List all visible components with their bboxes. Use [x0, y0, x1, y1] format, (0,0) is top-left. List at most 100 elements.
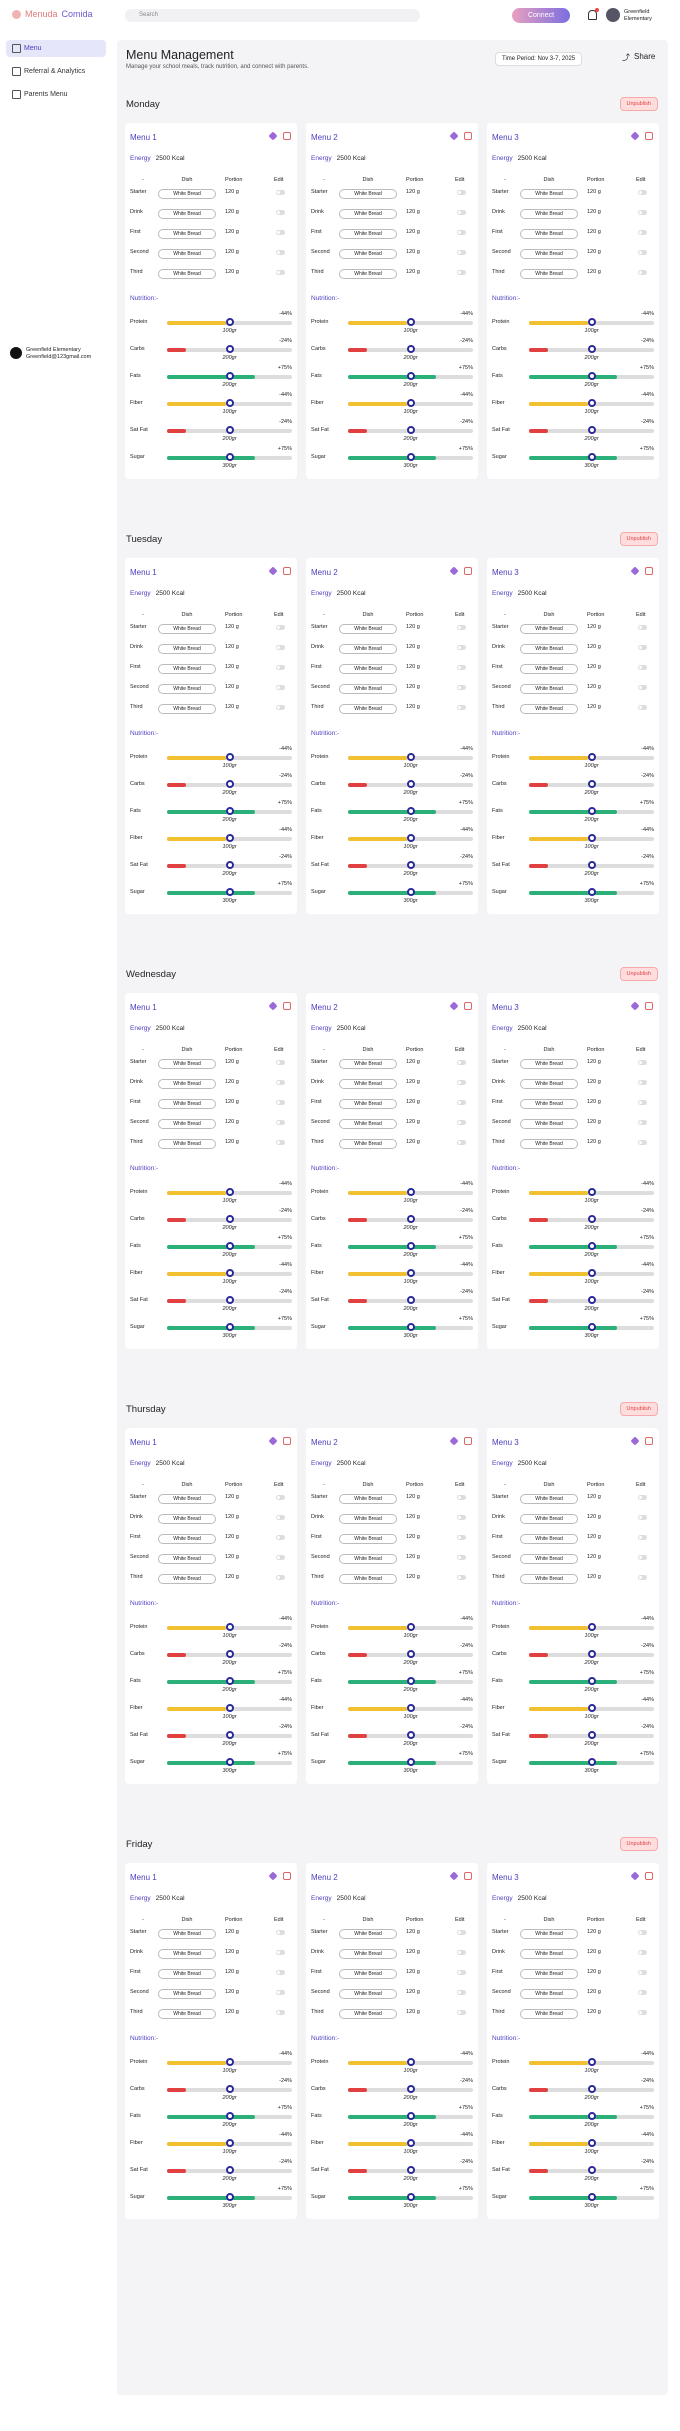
dish[interactable]: White Bread	[158, 189, 216, 199]
edit-toggle[interactable]	[638, 705, 647, 710]
edit-toggle[interactable]	[457, 705, 466, 710]
edit-toggle[interactable]	[457, 1555, 466, 1560]
edit-toggle[interactable]	[276, 1555, 285, 1560]
connect-button[interactable]: Connect	[512, 8, 570, 23]
edit-toggle[interactable]	[457, 1575, 466, 1580]
bar-knob[interactable]	[587, 453, 596, 461]
bar-knob[interactable]	[406, 2112, 415, 2120]
bar-knob[interactable]	[406, 807, 415, 815]
edit-toggle[interactable]	[276, 2010, 285, 2015]
edit-toggle[interactable]	[276, 190, 285, 195]
dish[interactable]: White Bread	[339, 1574, 397, 1584]
edit-toggle[interactable]	[457, 645, 466, 650]
edit-toggle[interactable]	[276, 645, 285, 650]
bar-knob[interactable]	[587, 1296, 596, 1304]
dish[interactable]: White Bread	[158, 229, 216, 239]
edit-toggle[interactable]	[457, 190, 466, 195]
dish[interactable]: White Bread	[339, 1989, 397, 1999]
edit-toggle[interactable]	[638, 1120, 647, 1125]
bar-knob[interactable]	[225, 345, 234, 353]
bar-knob[interactable]	[225, 1296, 234, 1304]
edit-toggle[interactable]	[276, 1060, 285, 1065]
bar-knob[interactable]	[225, 1677, 234, 1685]
delete-icon[interactable]	[283, 1437, 291, 1445]
dish[interactable]: White Bread	[339, 664, 397, 674]
ai-icon[interactable]	[268, 1001, 278, 1011]
edit-toggle[interactable]	[276, 1140, 285, 1145]
edit-toggle[interactable]	[457, 1120, 466, 1125]
bar-knob[interactable]	[225, 753, 234, 761]
edit-toggle[interactable]	[276, 210, 285, 215]
dish[interactable]: White Bread	[339, 1079, 397, 1089]
dish[interactable]: White Bread	[158, 1929, 216, 1939]
edit-toggle[interactable]	[276, 1495, 285, 1500]
edit-toggle[interactable]	[638, 1950, 647, 1955]
dish[interactable]: White Bread	[158, 1969, 216, 1979]
dish[interactable]: White Bread	[158, 704, 216, 714]
bar-knob[interactable]	[225, 1704, 234, 1712]
delete-icon[interactable]	[283, 1872, 291, 1880]
bar-knob[interactable]	[587, 318, 596, 326]
bar-knob[interactable]	[225, 2085, 234, 2093]
edit-toggle[interactable]	[276, 665, 285, 670]
edit-toggle[interactable]	[457, 210, 466, 215]
dish[interactable]: White Bread	[520, 229, 578, 239]
ai-icon[interactable]	[630, 566, 640, 576]
edit-toggle[interactable]	[638, 2010, 647, 2015]
bar-knob[interactable]	[587, 372, 596, 380]
bar-knob[interactable]	[587, 834, 596, 842]
dish[interactable]: White Bread	[339, 1494, 397, 1504]
delete-icon[interactable]	[645, 1872, 653, 1880]
ai-icon[interactable]	[268, 131, 278, 141]
bar-knob[interactable]	[406, 1269, 415, 1277]
dish[interactable]: White Bread	[520, 1139, 578, 1149]
bar-knob[interactable]	[406, 318, 415, 326]
ai-icon[interactable]	[630, 1871, 640, 1881]
dish[interactable]: White Bread	[158, 1099, 216, 1109]
dish[interactable]: White Bread	[158, 1554, 216, 1564]
nav-item[interactable]: Menu	[6, 40, 106, 57]
bar-knob[interactable]	[225, 834, 234, 842]
delete-icon[interactable]	[464, 1437, 472, 1445]
dish[interactable]: White Bread	[339, 1119, 397, 1129]
dish[interactable]: White Bread	[339, 269, 397, 279]
ai-icon[interactable]	[449, 566, 459, 576]
edit-toggle[interactable]	[457, 1930, 466, 1935]
bar-knob[interactable]	[406, 2058, 415, 2066]
edit-toggle[interactable]	[457, 625, 466, 630]
edit-toggle[interactable]	[457, 685, 466, 690]
edit-toggle[interactable]	[276, 1120, 285, 1125]
bar-knob[interactable]	[587, 1758, 596, 1766]
delete-icon[interactable]	[464, 1872, 472, 1880]
ai-icon[interactable]	[268, 1871, 278, 1881]
dish[interactable]: White Bread	[158, 1059, 216, 1069]
dish[interactable]: White Bread	[158, 1119, 216, 1129]
ai-icon[interactable]	[449, 131, 459, 141]
dish[interactable]: White Bread	[520, 2009, 578, 2019]
bar-knob[interactable]	[225, 1188, 234, 1196]
bar-knob[interactable]	[587, 345, 596, 353]
dish[interactable]: White Bread	[339, 1534, 397, 1544]
bar-knob[interactable]	[225, 1758, 234, 1766]
dish[interactable]: White Bread	[520, 1059, 578, 1069]
dish[interactable]: White Bread	[339, 209, 397, 219]
bar-knob[interactable]	[225, 399, 234, 407]
dish[interactable]: White Bread	[339, 1059, 397, 1069]
bar-knob[interactable]	[587, 1215, 596, 1223]
delete-icon[interactable]	[464, 1002, 472, 1010]
unpublish-button[interactable]: Unpublish	[619, 532, 658, 546]
edit-toggle[interactable]	[638, 665, 647, 670]
bar-knob[interactable]	[587, 2166, 596, 2174]
edit-toggle[interactable]	[457, 1100, 466, 1105]
edit-toggle[interactable]	[638, 1555, 647, 1560]
dish[interactable]: White Bread	[520, 704, 578, 714]
delete-icon[interactable]	[283, 1002, 291, 1010]
dish[interactable]: White Bread	[520, 249, 578, 259]
bar-knob[interactable]	[587, 2112, 596, 2120]
edit-toggle[interactable]	[276, 1515, 285, 1520]
delete-icon[interactable]	[645, 567, 653, 575]
share-button[interactable]: Share	[622, 52, 655, 63]
bar-knob[interactable]	[406, 780, 415, 788]
delete-icon[interactable]	[645, 1002, 653, 1010]
edit-toggle[interactable]	[457, 1950, 466, 1955]
